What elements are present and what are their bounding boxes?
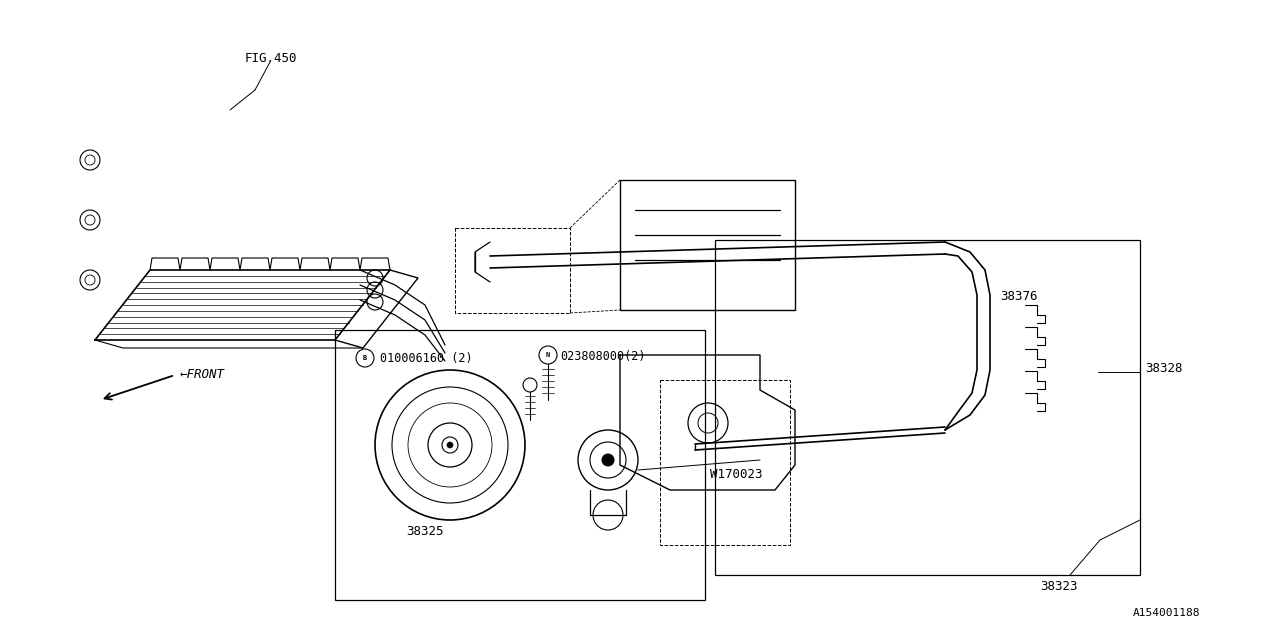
Bar xyxy=(660,380,790,545)
Text: A154001188: A154001188 xyxy=(1133,608,1201,618)
Text: 38376: 38376 xyxy=(1000,290,1038,303)
Bar xyxy=(335,330,705,600)
Text: FIG.450: FIG.450 xyxy=(244,52,297,65)
Text: N: N xyxy=(545,352,550,358)
Bar xyxy=(620,180,795,310)
Text: ←FRONT: ←FRONT xyxy=(180,368,225,381)
Circle shape xyxy=(447,442,453,448)
Text: W170023: W170023 xyxy=(710,468,763,481)
Text: 38323: 38323 xyxy=(1039,580,1078,593)
Bar xyxy=(454,228,570,313)
Text: 38328: 38328 xyxy=(1146,362,1183,374)
Circle shape xyxy=(602,454,614,466)
Text: 38325: 38325 xyxy=(406,525,444,538)
Text: 010006160 (2): 010006160 (2) xyxy=(380,352,472,365)
Bar xyxy=(716,240,1140,575)
Text: B: B xyxy=(362,355,367,361)
Text: 023808000(2): 023808000(2) xyxy=(561,350,645,363)
